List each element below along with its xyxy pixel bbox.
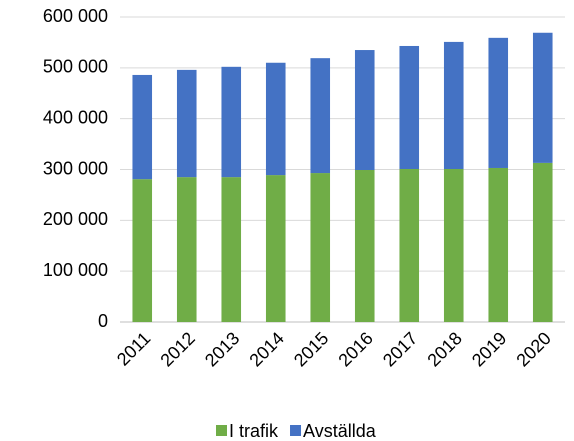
y-tick-label: 100 000	[43, 260, 108, 280]
bar-segment	[221, 66, 242, 178]
y-tick-label: 300 000	[43, 158, 108, 178]
bar-segment	[132, 74, 153, 180]
bar-segment	[532, 32, 553, 163]
x-tick-label: 2016	[334, 328, 376, 370]
y-tick-label: 400 000	[43, 107, 108, 127]
bar-segment	[399, 45, 420, 169]
bar-segment	[354, 170, 375, 322]
bar-segment	[532, 162, 553, 322]
x-tick-label: 2017	[379, 328, 421, 370]
bar-segment	[176, 177, 197, 322]
bar-segment	[443, 168, 464, 322]
bar-segment	[488, 167, 509, 322]
bar-segment	[310, 58, 331, 174]
bar-segment	[221, 177, 242, 322]
legend-swatch	[290, 425, 302, 436]
x-tick-label: 2011	[113, 328, 155, 370]
bar-segment	[310, 173, 331, 322]
x-tick-label: 2019	[468, 328, 510, 370]
legend-label: Avställda	[303, 421, 377, 441]
bar-segment	[399, 168, 420, 322]
y-tick-label: 500 000	[43, 57, 108, 77]
bar-segment	[132, 179, 153, 322]
x-tick-label: 2015	[290, 328, 332, 370]
x-tick-label: 2020	[512, 328, 554, 370]
bar-segment	[443, 41, 464, 169]
x-tick-label: 2018	[423, 328, 465, 370]
bar-segment	[265, 62, 286, 176]
x-tick-label: 2013	[201, 328, 243, 370]
y-tick-label: 200 000	[43, 209, 108, 229]
bar-segment	[354, 50, 375, 171]
y-tick-label: 0	[98, 311, 108, 331]
bar-segment	[176, 69, 197, 178]
y-tick-label: 600 000	[43, 6, 108, 26]
x-tick-label: 2012	[156, 328, 198, 370]
x-tick-label: 2014	[245, 328, 287, 370]
legend-swatch	[216, 425, 227, 436]
legend-label: I trafik	[229, 421, 279, 441]
bar-segment	[488, 37, 509, 168]
bar-segment	[265, 175, 286, 322]
